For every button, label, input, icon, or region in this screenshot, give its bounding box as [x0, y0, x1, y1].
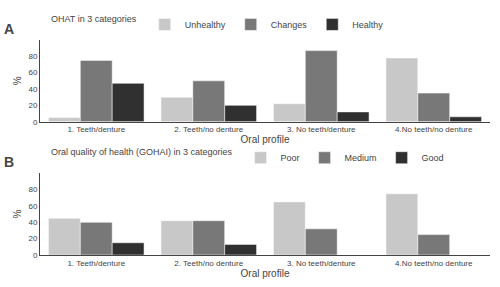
- svg-text:1. Teeth/denture: 1. Teeth/denture: [67, 259, 125, 268]
- svg-text:Poor: Poor: [281, 153, 300, 163]
- svg-text:3. No teeth/denture: 3. No teeth/denture: [287, 125, 356, 134]
- svg-text:60: 60: [28, 68, 37, 77]
- svg-text:2. Teeth/no denture: 2. Teeth/no denture: [174, 259, 243, 268]
- svg-text:B: B: [4, 154, 14, 170]
- svg-text:20: 20: [28, 101, 37, 110]
- svg-text:40: 40: [28, 218, 37, 227]
- svg-text:1. Teeth/denture: 1. Teeth/denture: [67, 125, 125, 134]
- svg-text:4.No teeth/no denture: 4.No teeth/no denture: [395, 125, 473, 134]
- svg-text:Healthy: Healthy: [352, 20, 383, 30]
- svg-text:2. Teeth/no denture: 2. Teeth/no denture: [174, 125, 243, 134]
- svg-text:Unhealthy: Unhealthy: [185, 20, 226, 30]
- svg-text:0: 0: [33, 251, 38, 260]
- svg-text:%: %: [12, 210, 23, 219]
- svg-text:80: 80: [28, 52, 37, 61]
- svg-text:20: 20: [28, 234, 37, 243]
- svg-text:Medium: Medium: [345, 153, 377, 163]
- svg-text:3. No teeth/denture: 3. No teeth/denture: [287, 259, 356, 268]
- svg-text:4.No teeth/no denture: 4.No teeth/no denture: [395, 259, 473, 268]
- svg-text:0: 0: [33, 118, 38, 127]
- svg-text:Changes: Changes: [271, 20, 308, 30]
- svg-text:40: 40: [28, 85, 37, 94]
- svg-text:A: A: [4, 21, 14, 37]
- svg-text:Oral profile: Oral profile: [241, 268, 290, 279]
- svg-text:60: 60: [28, 202, 37, 211]
- svg-text:Oral profile: Oral profile: [241, 134, 290, 145]
- svg-text:OHAT in 3 categories: OHAT in 3 categories: [51, 14, 137, 24]
- svg-text:Good: Good: [422, 153, 444, 163]
- svg-text:%: %: [12, 76, 23, 85]
- svg-text:Oral quality of health (GOHAI): Oral quality of health (GOHAI) in 3 cate…: [51, 147, 233, 157]
- svg-text:80: 80: [28, 185, 37, 194]
